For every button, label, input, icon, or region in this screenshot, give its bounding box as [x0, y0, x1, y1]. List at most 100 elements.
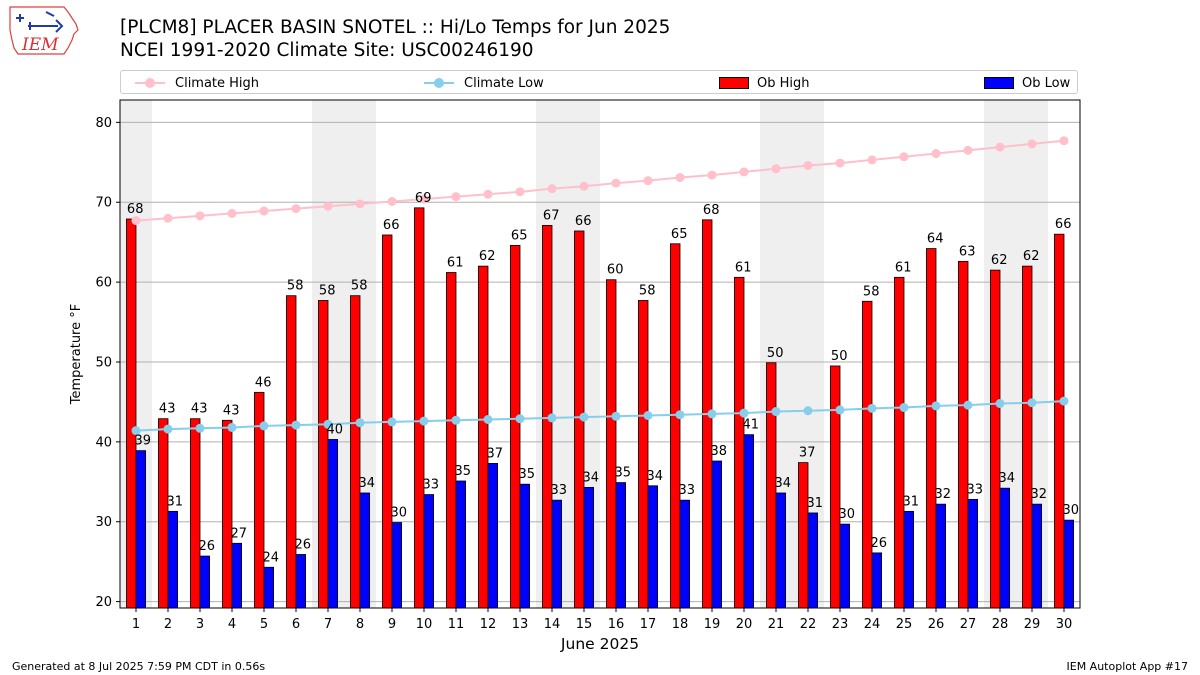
- bar-ob-high: [1054, 233, 1065, 609]
- bar-ob-high: [317, 300, 329, 609]
- data-label-ob-low: 41: [743, 418, 760, 433]
- bar-ob-low: [999, 487, 1011, 609]
- x-axis-label: June 2025: [560, 635, 639, 653]
- data-label-ob-high: 65: [511, 228, 528, 243]
- bar-ob-high: [157, 418, 169, 609]
- data-label-ob-low: 33: [551, 483, 568, 498]
- bar-ob-low: [743, 434, 755, 609]
- data-label-ob-high: 66: [575, 214, 592, 229]
- logo-text: IEM: [21, 35, 59, 55]
- data-label-ob-high: 58: [863, 284, 880, 299]
- bar-ob-high: [126, 218, 137, 609]
- x-tick-label: 4: [228, 617, 236, 632]
- data-label-ob-high: 69: [415, 191, 432, 206]
- bar-ob-high: [990, 269, 1001, 609]
- bar-ob-high: [606, 279, 617, 609]
- bar-ob-low: [679, 499, 691, 609]
- data-label-ob-low: 32: [935, 487, 952, 502]
- bar-ob-high: [926, 248, 937, 609]
- data-label-ob-high: 67: [543, 208, 560, 223]
- legend-label: Climate Low: [464, 75, 544, 91]
- data-label-ob-high: 58: [287, 279, 304, 294]
- line-climate-low: [135, 400, 1065, 432]
- point-climate-low: [1027, 398, 1037, 408]
- plot-frame: [119, 99, 1081, 609]
- x-tick-label: 1: [132, 617, 140, 632]
- bar-ob-low: [263, 566, 275, 609]
- legend-item-ob-low: Ob Low: [984, 74, 1070, 92]
- data-label-ob-high: 43: [191, 402, 208, 417]
- point-climate-low: [867, 403, 877, 413]
- data-label-ob-low: 34: [775, 476, 792, 491]
- data-label-ob-low: 26: [871, 536, 888, 551]
- bar-ob-low: [423, 494, 435, 609]
- point-climate-high: [835, 158, 845, 168]
- footer-generated: Generated at 8 Jul 2025 7:59 PM CDT in 0…: [12, 660, 266, 673]
- data-label-ob-low: 26: [199, 539, 216, 554]
- x-tick-label: 12: [480, 617, 497, 632]
- x-tick-label: 28: [992, 617, 1009, 632]
- legend-item-climate-low: Climate Low: [424, 74, 544, 92]
- point-climate-low: [355, 418, 365, 428]
- x-tick-label: 14: [544, 617, 561, 632]
- point-climate-high: [611, 178, 621, 188]
- legend-label: Climate High: [175, 75, 260, 91]
- data-label-ob-low: 30: [839, 507, 856, 522]
- data-label-ob-low: 30: [391, 506, 408, 521]
- point-climate-high: [707, 170, 717, 180]
- legend: Climate High Climate Low Ob High Ob Low: [120, 70, 1078, 94]
- data-label-ob-high: 62: [1023, 249, 1040, 264]
- point-climate-low: [515, 414, 525, 424]
- bar-ob-low: [615, 482, 627, 609]
- bar-ob-low: [935, 503, 947, 609]
- point-climate-high: [163, 213, 173, 223]
- y-tick-label: 30: [95, 515, 112, 530]
- bar-ob-high: [1022, 265, 1033, 609]
- bar-ob-low: [775, 492, 787, 609]
- bar-ob-low: [903, 510, 915, 609]
- data-label-ob-high: 43: [223, 403, 240, 418]
- point-climate-high: [643, 176, 653, 186]
- y-tick-label: 80: [95, 116, 112, 131]
- footer-app: IEM Autoplot App #17: [1066, 660, 1189, 673]
- point-climate-high: [451, 192, 461, 202]
- point-climate-high: [419, 194, 429, 204]
- x-tick-label: 10: [416, 617, 433, 632]
- bar-ob-high: [958, 260, 969, 609]
- data-label-ob-high: 61: [735, 260, 752, 275]
- x-tick-label: 9: [388, 617, 396, 632]
- bar-ob-low: [231, 542, 243, 609]
- data-label-ob-high: 46: [255, 375, 272, 390]
- x-tick-label: 18: [672, 617, 689, 632]
- iem-logo: IEM: [9, 6, 79, 55]
- point-climate-high: [547, 184, 557, 194]
- bar-ob-low: [391, 522, 403, 609]
- bar-ob-high: [189, 418, 201, 609]
- data-label-ob-high: 50: [831, 349, 848, 364]
- x-tick-label: 7: [324, 617, 332, 632]
- point-climate-high: [931, 149, 941, 159]
- bar-ob-high: [638, 300, 649, 609]
- x-tick-label: 8: [356, 617, 364, 632]
- bar-ob-low: [519, 483, 531, 609]
- point-climate-low: [675, 410, 685, 420]
- bar-ob-high: [477, 265, 489, 609]
- data-label-ob-low: 27: [231, 526, 248, 541]
- weather-symbols-icon: [16, 11, 64, 33]
- point-climate-high: [387, 196, 397, 206]
- x-tick-label: 6: [292, 617, 300, 632]
- point-climate-high: [771, 164, 781, 174]
- x-tick-label: 3: [196, 617, 204, 632]
- data-label-ob-low: 34: [359, 476, 376, 491]
- point-climate-high: [131, 216, 141, 226]
- x-tick-label: 26: [928, 617, 945, 632]
- bar-ob-low: [839, 523, 851, 609]
- x-tick-label: 13: [512, 617, 529, 632]
- bar-ob-low: [487, 463, 499, 609]
- data-label-ob-low: 32: [1031, 487, 1048, 502]
- point-climate-high: [227, 208, 237, 218]
- bar-ob-low: [359, 492, 371, 609]
- data-label-ob-high: 58: [351, 279, 368, 294]
- data-label-ob-low: 35: [455, 464, 472, 479]
